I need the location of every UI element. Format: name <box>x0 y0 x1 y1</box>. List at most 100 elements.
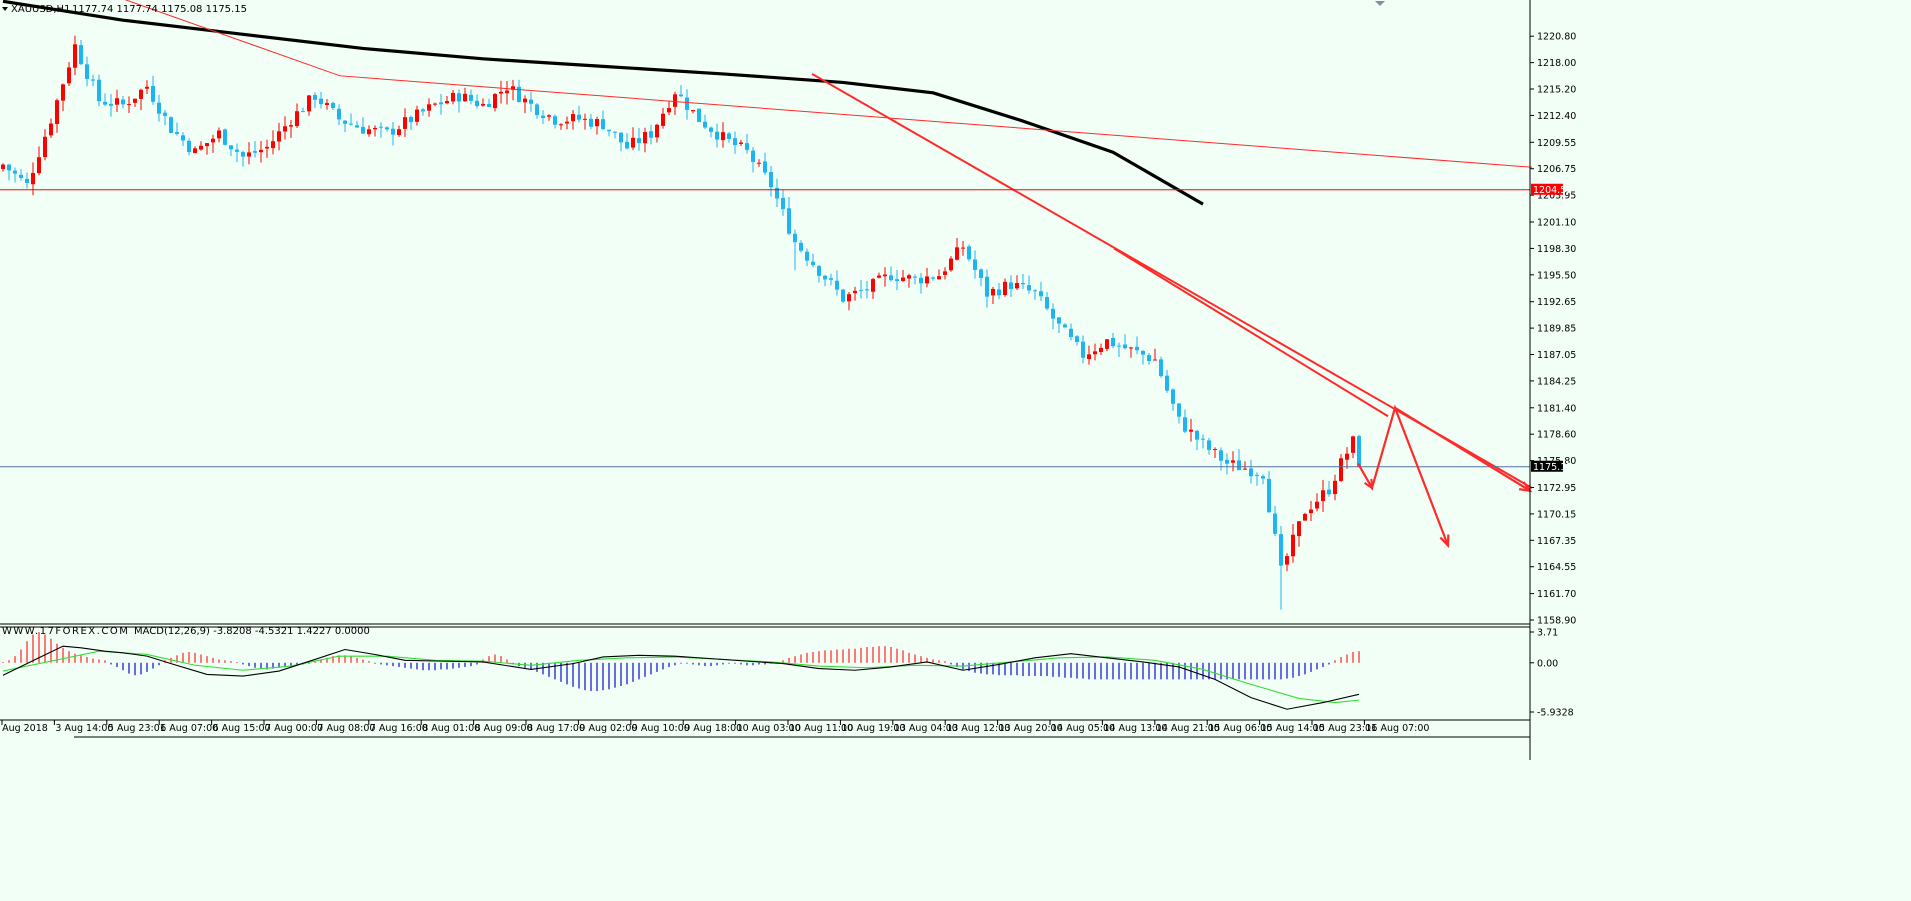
time-tick-label: 8 Aug 09:00 <box>475 723 533 734</box>
macd-histogram <box>2 632 1360 691</box>
price-tick-label: 1161.70 <box>1537 589 1576 600</box>
candle-body <box>673 94 677 107</box>
macd-tick-label: 0.00 <box>1537 658 1558 669</box>
candle-body <box>697 108 701 122</box>
candle-body <box>997 289 1001 296</box>
candle-body <box>847 294 851 302</box>
candle-body <box>223 129 227 145</box>
arrowhead-icon <box>1364 478 1374 490</box>
candle-body <box>1189 429 1193 432</box>
candle-body <box>973 259 977 270</box>
collapse-triangle-icon[interactable] <box>2 7 8 11</box>
candle-body <box>1297 521 1301 537</box>
candle-body <box>781 197 785 210</box>
candle-body <box>121 99 125 105</box>
candle-body <box>1195 430 1199 440</box>
price-tick-label: 1215.20 <box>1537 85 1576 96</box>
candle-body <box>247 152 251 157</box>
candle-body <box>835 280 839 290</box>
candle-body <box>967 246 971 260</box>
candle-body <box>1231 460 1235 463</box>
candle-body <box>331 102 335 109</box>
candle-body <box>1 164 5 170</box>
candle-body <box>1339 458 1343 481</box>
candle-body <box>1117 345 1121 347</box>
trendline[interactable] <box>50 0 1533 168</box>
candle-body <box>571 114 575 122</box>
candle-body <box>115 98 119 105</box>
candle-body <box>1279 534 1283 566</box>
candle-body <box>277 131 281 142</box>
projection-arrow[interactable] <box>1394 406 1531 492</box>
candle-body <box>595 119 599 127</box>
candle-body <box>1249 468 1253 477</box>
candle-body <box>109 103 113 106</box>
time-tick-label: 16 Aug 07:00 <box>1365 723 1429 734</box>
chart-shift-marker-icon[interactable] <box>1375 1 1385 6</box>
candle-body <box>349 123 353 125</box>
candle-body <box>1183 417 1187 432</box>
candle-body <box>583 118 587 120</box>
macd-values: MACD(12,26,9) -3.8208 -4.5321 1.4227 0.0… <box>134 626 370 637</box>
time-tick-label: 14 Aug 05:00 <box>1051 723 1115 734</box>
candle-body <box>775 187 779 199</box>
candle-body <box>553 116 557 125</box>
candle-body <box>943 271 947 275</box>
candle-body <box>295 111 299 127</box>
candle-body <box>889 275 893 281</box>
price-panel[interactable] <box>0 0 1533 610</box>
time-tick-label: 15 Aug 06:00 <box>1208 723 1272 734</box>
price-tick-label: 1212.40 <box>1537 111 1576 122</box>
candle-body <box>625 141 629 149</box>
candle-body <box>61 84 65 101</box>
time-tick-label: 10 Aug 11:00 <box>789 723 853 734</box>
chart-header: XAUUSD,H1 1177.74 1177.74 1175.08 1175.1… <box>2 4 247 15</box>
candle-body <box>793 233 797 243</box>
candle-body <box>1021 282 1025 285</box>
price-tick-label: 1203.95 <box>1537 191 1576 202</box>
candle-body <box>1153 359 1157 361</box>
candle-body <box>1111 337 1115 347</box>
candle-body <box>217 130 221 139</box>
candle-body <box>787 208 791 234</box>
candle-body <box>547 115 551 117</box>
candle-body <box>427 104 431 111</box>
time-tick-label: 6 Aug 07:00 <box>160 723 218 734</box>
projection-arrow[interactable] <box>1357 404 1450 546</box>
time-tick-label: 15 Aug 23:01 <box>1313 723 1377 734</box>
candle-body <box>751 150 755 162</box>
price-tick-label: 1201.10 <box>1537 218 1576 229</box>
candle-body <box>49 123 53 136</box>
candle-body <box>229 145 233 150</box>
candle-body <box>769 172 773 188</box>
macd-panel[interactable] <box>2 632 1360 710</box>
candle-body <box>289 125 293 127</box>
trendline[interactable] <box>1113 247 1389 418</box>
candle-body <box>949 258 953 271</box>
candle-body <box>985 276 989 297</box>
candle-body <box>1309 509 1313 514</box>
candle-body <box>1093 351 1097 355</box>
candle-body <box>1003 281 1007 296</box>
time-axis[interactable]: 3 Aug 2018 3 Aug 14:005 Aug 23:016 Aug 07… <box>0 720 1530 738</box>
candle-body <box>979 269 983 278</box>
macd-axis[interactable]: 3.71 0.00 -5.9328 <box>1530 628 1574 719</box>
price-tick-label: 1198.30 <box>1537 244 1576 255</box>
horizontal-levels[interactable] <box>0 189 1530 468</box>
candle-body <box>151 85 155 102</box>
candle-body <box>1273 513 1277 534</box>
macd-main-line <box>2 645 1360 710</box>
candle-body <box>253 151 257 153</box>
price-tick-label: 1167.35 <box>1537 536 1576 547</box>
candle-body <box>619 132 623 143</box>
candle-body <box>7 164 11 171</box>
candle-body <box>637 138 641 144</box>
candle-body <box>1075 336 1079 342</box>
candle-body <box>487 103 491 107</box>
candle-body <box>1303 513 1307 521</box>
candle-body <box>529 99 533 104</box>
price-axis[interactable]: 1220.80 1218.00 1215.20 1212.40 1209.55 1206.… <box>1529 0 1576 760</box>
candle-body <box>1051 308 1055 319</box>
